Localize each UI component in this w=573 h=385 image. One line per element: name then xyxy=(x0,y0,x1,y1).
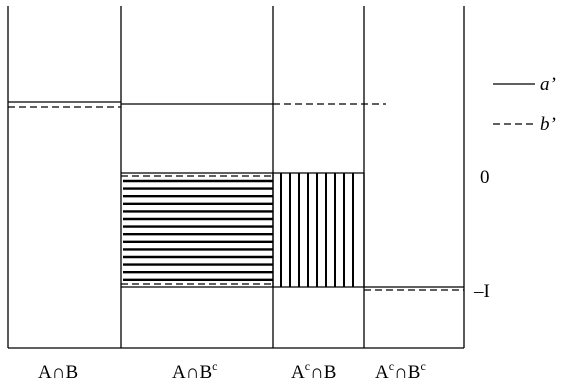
label-a-and-b-complement: A∩Bc xyxy=(172,359,217,383)
label-a-and-b: A∩B xyxy=(38,362,78,383)
column-labels: A∩B A∩Bc Ac∩B Ac∩Bc xyxy=(38,359,426,383)
horizontal-hatching xyxy=(123,179,273,281)
legend: a’ b’ xyxy=(493,74,556,135)
region-ac-and-b-levels xyxy=(272,103,386,288)
legend-b-prime-label: b’ xyxy=(540,114,556,135)
level-minus-i-label: –I xyxy=(473,281,490,302)
column-dividers xyxy=(7,6,465,348)
label-a-complement-and-b: Ac∩B xyxy=(291,359,336,383)
region-ac-and-bc-levels xyxy=(364,286,464,291)
level-zero-label: 0 xyxy=(480,167,490,188)
region-a-and-bc-levels xyxy=(121,103,273,288)
region-a-and-b-levels xyxy=(8,101,121,108)
legend-a-prime-label: a’ xyxy=(540,74,556,95)
label-a-complement-and-b-complement: Ac∩Bc xyxy=(375,359,426,383)
vertical-hatching xyxy=(280,173,354,287)
